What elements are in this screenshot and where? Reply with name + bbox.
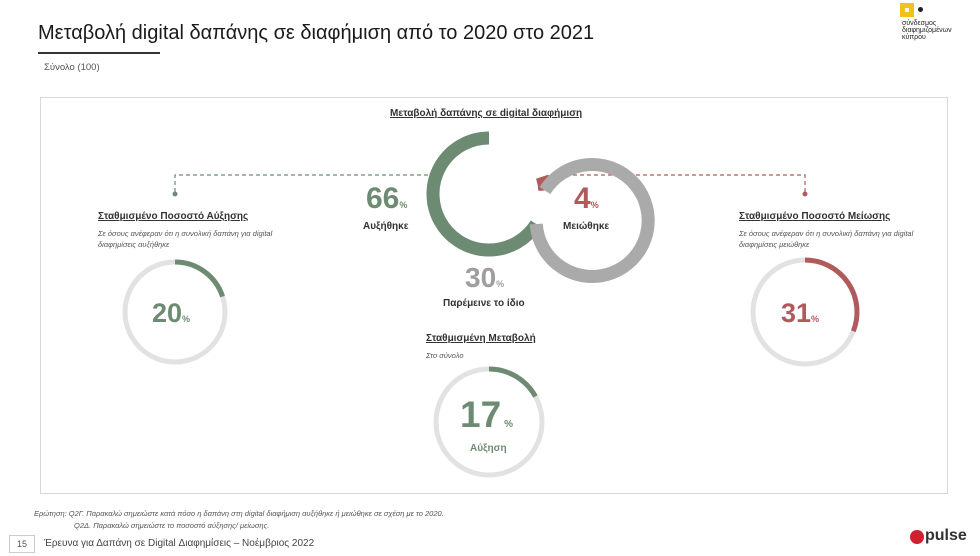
logo-square-icon bbox=[900, 3, 914, 17]
weighted-change-percent-sign: % bbox=[504, 419, 514, 430]
same-label: Παρέμεινε το ίδιο bbox=[443, 298, 525, 309]
weighted-decrease-ring-arc bbox=[804, 257, 860, 333]
weighted-increase-value: 20% bbox=[152, 298, 190, 329]
increased-number: 66 bbox=[366, 182, 400, 215]
weighted-decrease-subtitle: Σε όσους ανέφεραν ότι η συνολική δαπάνη … bbox=[739, 229, 914, 249]
weighted-decrease-value: 31% bbox=[781, 298, 819, 329]
decreased-label: Μειώθηκε bbox=[563, 221, 610, 232]
page-number: 15 bbox=[9, 535, 35, 553]
main-chart-title: Μεταβολή δαπάνης σε digital διαφήμιση bbox=[390, 108, 583, 119]
same-value: 30% bbox=[465, 262, 504, 294]
footer-survey-title: Έρευνα για Δαπάνη σε Digital Διαφημίσεις… bbox=[44, 538, 315, 549]
weighted-change-number: 17 bbox=[460, 394, 502, 435]
decrease-connector-dot bbox=[802, 191, 808, 197]
weighted-change-ring-arc bbox=[488, 366, 538, 398]
weighted-change-title: Σταθμισμένη Μεταβολή bbox=[426, 333, 536, 344]
weighted-increase-subtitle: Σε όσους ανέφεραν ότι η συνολική δαπάνη … bbox=[98, 229, 273, 249]
title-underline bbox=[38, 52, 160, 54]
weighted-increase-ring-arc bbox=[174, 259, 225, 298]
weighted-decrease-number: 31 bbox=[781, 298, 812, 328]
chart-panel bbox=[40, 97, 948, 494]
main-slice-increased bbox=[426, 131, 542, 257]
page-title: Μεταβολή digital δαπάνης σε διαφήμιση απ… bbox=[38, 22, 595, 44]
same-number: 30 bbox=[465, 262, 497, 293]
increased-percent-sign: % bbox=[399, 200, 408, 210]
weighted-decrease-percent-sign: % bbox=[811, 314, 820, 324]
weighted-decrease-title: Σταθμισμένο Ποσοστό Μείωσης bbox=[739, 211, 891, 222]
increase-connector-dot bbox=[172, 191, 178, 197]
logo-dot-icon bbox=[918, 7, 923, 12]
weighted-increase-percent-sign: % bbox=[182, 314, 191, 324]
decreased-value: 4% bbox=[574, 182, 599, 216]
weighted-increase-number: 20 bbox=[152, 298, 183, 328]
pulse-logo-text: pulse bbox=[925, 527, 967, 544]
decrease-connector-line bbox=[552, 174, 806, 193]
base-label: Σύνολο (100) bbox=[44, 62, 100, 73]
increased-value: 66% bbox=[366, 182, 407, 216]
pulse-logo: pulse bbox=[910, 527, 970, 545]
decreased-number: 4 bbox=[574, 182, 591, 215]
increased-label: Αυξήθηκε bbox=[363, 221, 409, 232]
weighted-increase-title: Σταθμισμένο Ποσοστό Αύξησης bbox=[98, 211, 249, 222]
weighted-change-value: 17% bbox=[460, 394, 513, 436]
decreased-percent-sign: % bbox=[590, 200, 599, 210]
association-logo: σύνδεσμος διαφημιζομένων κύπρου bbox=[900, 3, 970, 55]
increase-connector-line bbox=[174, 174, 428, 193]
footer-question-2: Q2Δ. Παρακαλώ σημειώστε το ποσοστό αύξησ… bbox=[74, 521, 270, 530]
weighted-change-label: Αύξηση bbox=[470, 443, 507, 454]
pulse-logo-circle-icon bbox=[910, 530, 924, 544]
same-percent-sign: % bbox=[496, 279, 505, 289]
logo-text: σύνδεσμος διαφημιζομένων κύπρου bbox=[902, 20, 952, 41]
weighted-change-subtitle: Στο σύνολο bbox=[426, 351, 464, 360]
footer-question-1: Ερώτηση: Q2Γ. Παρακαλώ σημειώστε κατά πό… bbox=[34, 509, 444, 518]
main-slice-same bbox=[529, 158, 655, 283]
